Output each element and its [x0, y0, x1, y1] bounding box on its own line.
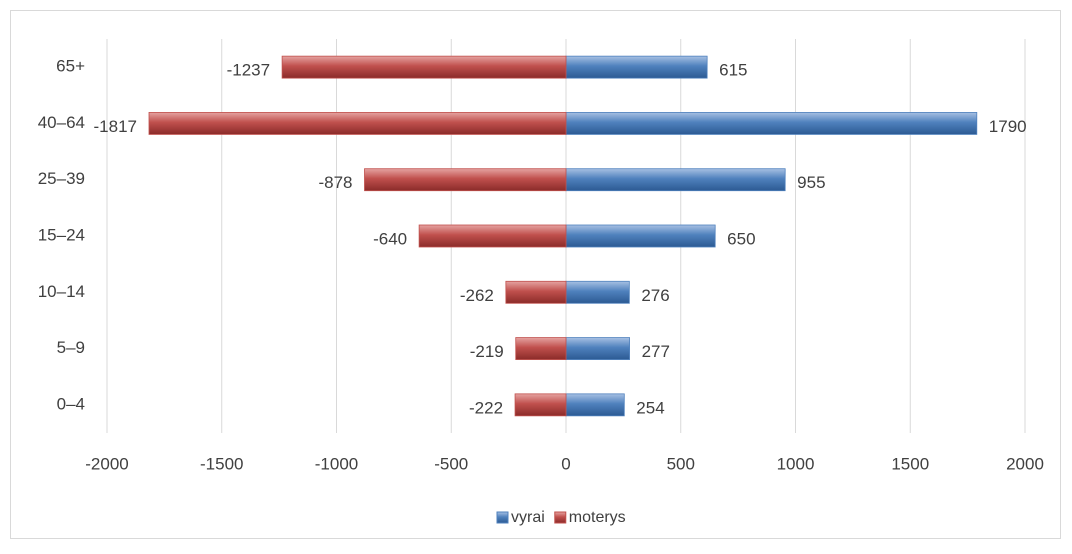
- bar: [514, 393, 567, 417]
- bar: [565, 112, 978, 135]
- y-tick-label: 0–4: [57, 394, 85, 413]
- bar: [418, 224, 567, 248]
- data-label: 1790: [989, 117, 1027, 136]
- data-label: -1237: [227, 61, 270, 80]
- data-label: 254: [636, 398, 664, 417]
- x-tick-label: -500: [434, 454, 468, 473]
- y-tick-label: 65+: [56, 57, 85, 76]
- x-tick-label: 1000: [777, 454, 815, 473]
- data-label: -262: [460, 286, 494, 305]
- legend-swatch: [554, 511, 567, 524]
- bar: [565, 55, 708, 79]
- legend-swatch: [496, 511, 509, 524]
- y-tick-label: 10–14: [38, 282, 85, 301]
- data-label: -1817: [94, 117, 137, 136]
- y-tick-label: 25–39: [38, 169, 85, 188]
- x-tick-label: -1000: [315, 454, 358, 473]
- y-tick-label: 40–64: [38, 113, 85, 132]
- bar: [565, 280, 630, 304]
- bar: [505, 280, 567, 304]
- bar: [565, 337, 630, 360]
- bar: [565, 393, 625, 417]
- data-label: 615: [719, 61, 747, 80]
- x-tick-label: 0: [561, 454, 570, 473]
- y-tick-label: 5–9: [57, 338, 85, 357]
- x-tick-label: -2000: [85, 454, 128, 473]
- bar: [364, 168, 567, 192]
- chart-border: [10, 10, 1061, 539]
- data-label: -219: [470, 342, 504, 361]
- data-label: -640: [373, 229, 407, 248]
- x-tick-label: -1500: [200, 454, 243, 473]
- x-tick-label: 500: [667, 454, 695, 473]
- legend-label: moterys: [569, 509, 626, 526]
- bar: [148, 112, 567, 135]
- bar: [565, 168, 786, 192]
- data-label: 955: [797, 173, 825, 192]
- legend-label: vyrai: [511, 509, 545, 526]
- x-tick-label: 1500: [891, 454, 929, 473]
- data-label: 650: [727, 229, 755, 248]
- data-label: -878: [318, 173, 352, 192]
- bar: [565, 224, 716, 248]
- x-tick-label: 2000: [1006, 454, 1044, 473]
- data-label: -222: [469, 398, 503, 417]
- bar: [515, 337, 567, 360]
- y-tick-label: 15–24: [38, 225, 85, 244]
- data-label: 276: [641, 286, 669, 305]
- data-label: 277: [642, 342, 670, 361]
- bar: [281, 55, 567, 79]
